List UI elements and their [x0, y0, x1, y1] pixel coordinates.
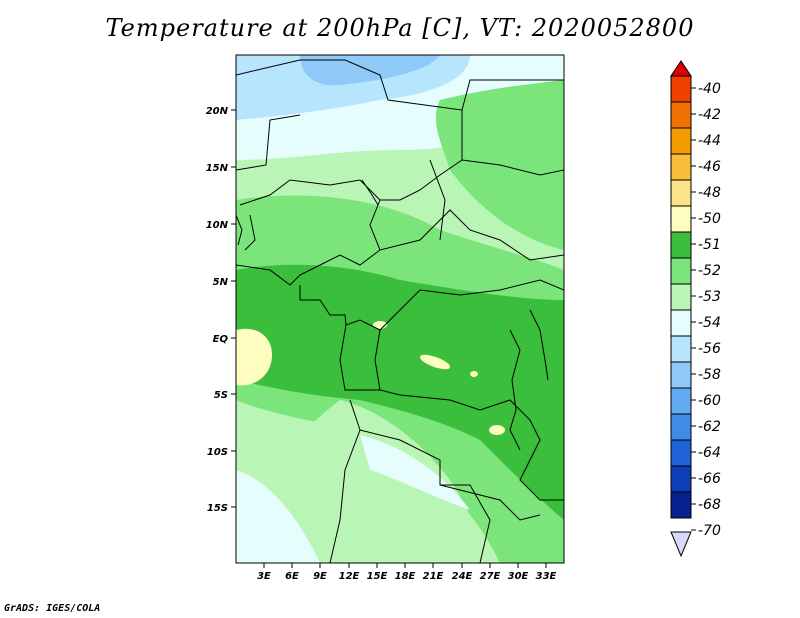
colorbar-swatch	[670, 361, 692, 389]
colorbar-swatch	[670, 153, 692, 181]
colorbar-label: -58	[698, 367, 721, 383]
lat-label: 5S	[214, 390, 228, 401]
colorbar-label: -60	[698, 393, 721, 409]
colorbar-swatch	[670, 309, 692, 337]
map-frame	[235, 54, 565, 564]
colorbar-swatch	[670, 179, 692, 207]
lon-label: 30E	[508, 571, 529, 582]
axis-ticks	[231, 109, 547, 568]
lon-label: 15E	[367, 571, 388, 582]
latitude-labels: 20N 15N 10N 5N EQ 5S 10S 15S	[206, 106, 229, 514]
lon-label: 21E	[423, 571, 444, 582]
colorbar-swatch	[670, 465, 692, 493]
colorbar-label: -62	[698, 419, 721, 435]
colorbar-swatch	[670, 387, 692, 415]
lon-label: 18E	[395, 571, 416, 582]
lat-label: 15N	[206, 163, 229, 174]
colorbar-label: -54	[698, 315, 721, 331]
colorbar-swatch	[670, 75, 692, 103]
lon-label: 33E	[536, 571, 557, 582]
chart-title: Temperature at 200hPa [C], VT: 202005280…	[105, 14, 695, 42]
lon-label: 24E	[452, 571, 473, 582]
colorbar-label: -53	[698, 289, 721, 305]
colorbar-swatch	[670, 413, 692, 441]
colorbar-top-arrow	[670, 60, 692, 77]
colorbar-label: -52	[698, 263, 721, 279]
lat-label: 10N	[206, 220, 229, 231]
colorbar-swatch	[670, 205, 692, 233]
lat-label: 15S	[207, 503, 228, 514]
colorbar-label: -40	[698, 81, 721, 97]
colorbar-swatch	[670, 127, 692, 155]
colorbar-swatch	[670, 491, 692, 519]
colorbar-swatch	[670, 439, 692, 467]
colorbar-label: -51	[698, 237, 721, 253]
colorbar-swatch	[670, 101, 692, 129]
colorbar-label: -70	[698, 523, 721, 539]
colorbar-label: -46	[698, 159, 721, 175]
temperature-field	[236, 55, 564, 563]
colorbar-label: -66	[698, 471, 721, 487]
lat-label: 20N	[206, 106, 229, 117]
lon-label: 12E	[339, 571, 360, 582]
colorbar-bottom-arrow	[670, 531, 692, 558]
colorbar-label: -42	[698, 107, 721, 123]
colorbar-label: -56	[698, 341, 721, 357]
longitude-labels: 3E 6E 9E 12E 15E 18E 21E 24E 27E 30E 33E	[257, 571, 556, 582]
colorbar-label: -44	[698, 133, 721, 149]
lat-label: 5N	[213, 277, 229, 288]
lon-label: 27E	[480, 571, 501, 582]
colorbar-swatch	[670, 335, 692, 363]
country-borders	[236, 59, 564, 563]
colorbar-label: -68	[698, 497, 721, 513]
lon-label: 9E	[313, 571, 327, 582]
grads-credit: GrADS: IGES/COLA	[4, 603, 101, 614]
colorbar-swatch	[670, 283, 692, 311]
lon-label: 3E	[257, 571, 271, 582]
lat-label: EQ	[213, 334, 229, 345]
colorbar-swatch	[670, 231, 692, 259]
colorbar-label: -48	[698, 185, 721, 201]
lon-label: 6E	[285, 571, 299, 582]
colorbar: -40 -42 -44 -46 -48 -50 -51 -52 -53 -54 -56 -58 -60 -…	[670, 60, 721, 558]
colorbar-label: -50	[698, 211, 721, 227]
colorbar-label: -64	[698, 445, 721, 461]
lat-label: 10S	[207, 447, 228, 458]
colorbar-swatch	[670, 257, 692, 285]
